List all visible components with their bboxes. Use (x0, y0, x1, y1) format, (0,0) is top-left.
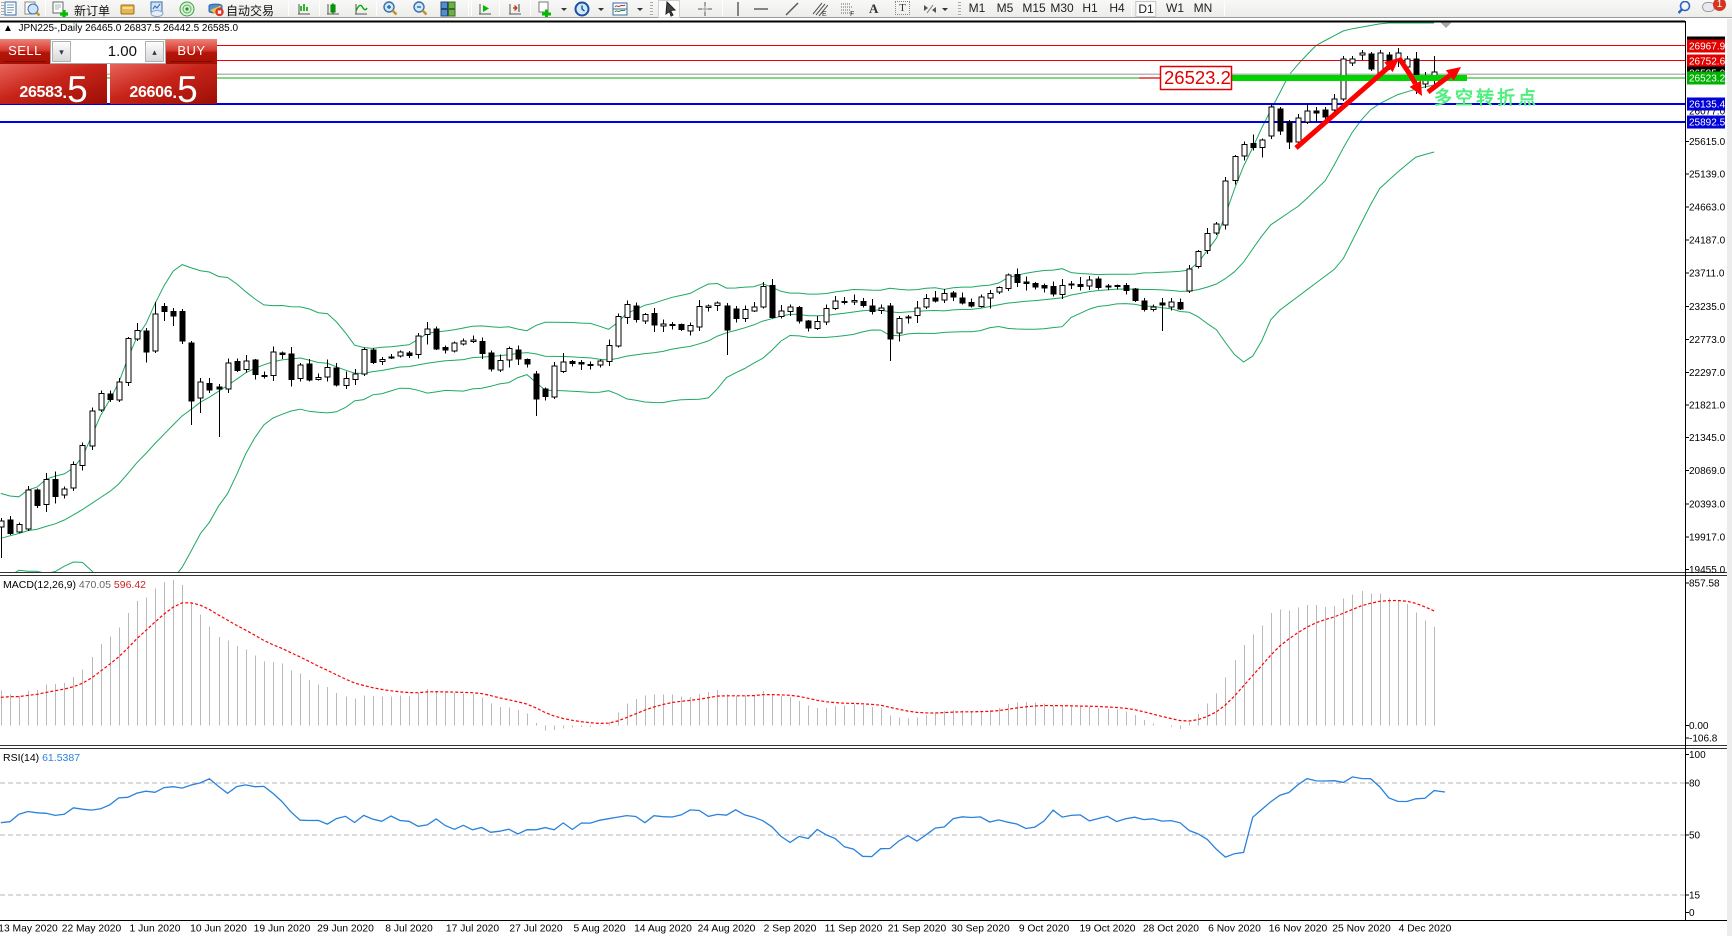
svg-text:23235.0: 23235.0 (1689, 302, 1726, 313)
svg-text:26523.2: 26523.2 (1164, 67, 1231, 88)
svg-text:29 Jun 2020: 29 Jun 2020 (317, 924, 374, 935)
svg-text:多空转折点: 多空转折点 (1434, 87, 1539, 108)
svg-text:24187.0: 24187.0 (1689, 235, 1726, 246)
svg-text:30 Sep 2020: 30 Sep 2020 (951, 924, 1010, 935)
svg-text:80: 80 (1689, 779, 1701, 790)
svg-text:24 Aug 2020: 24 Aug 2020 (698, 924, 756, 935)
svg-text:2 Sep 2020: 2 Sep 2020 (764, 924, 817, 935)
svg-text:26967.9: 26967.9 (1689, 42, 1726, 53)
svg-text:4 Dec 2020: 4 Dec 2020 (1399, 924, 1452, 935)
svg-text:27 Jul 2020: 27 Jul 2020 (509, 924, 563, 935)
svg-text:20869.0: 20869.0 (1689, 466, 1726, 477)
svg-text:9 Oct 2020: 9 Oct 2020 (1019, 924, 1070, 935)
svg-text:-106.8: -106.8 (1689, 734, 1718, 745)
svg-text:100: 100 (1689, 750, 1706, 761)
svg-text:25892.5: 25892.5 (1689, 118, 1726, 129)
svg-text:11 Sep 2020: 11 Sep 2020 (825, 924, 883, 935)
svg-text:50: 50 (1689, 831, 1701, 842)
svg-text:17 Jul 2020: 17 Jul 2020 (446, 924, 500, 935)
svg-text:24663.0: 24663.0 (1689, 203, 1726, 214)
svg-text:0.00: 0.00 (1689, 721, 1709, 732)
svg-text:25 Nov 2020: 25 Nov 2020 (1332, 924, 1391, 935)
svg-text:22 May 2020: 22 May 2020 (62, 924, 122, 935)
svg-text:26752.6: 26752.6 (1689, 57, 1726, 68)
svg-text:F: F (850, 11, 854, 17)
svg-text:22297.0: 22297.0 (1689, 368, 1726, 379)
svg-text:16 Nov 2020: 16 Nov 2020 (1269, 924, 1328, 935)
svg-text:14 Aug 2020: 14 Aug 2020 (634, 924, 692, 935)
svg-text:8 Jul 2020: 8 Jul 2020 (385, 924, 433, 935)
svg-text:20393.0: 20393.0 (1689, 499, 1726, 510)
svg-text:26135.4: 26135.4 (1689, 100, 1726, 111)
svg-text:23711.0: 23711.0 (1689, 268, 1725, 279)
svg-text:15: 15 (1689, 891, 1701, 902)
svg-text:MACD(12,26,9) 470.05 596.42: MACD(12,26,9) 470.05 596.42 (3, 579, 146, 591)
svg-text:0: 0 (1689, 908, 1695, 919)
svg-text:28 Oct 2020: 28 Oct 2020 (1143, 924, 1199, 935)
svg-text:25615.0: 25615.0 (1689, 137, 1726, 148)
svg-text:1 Jun 2020: 1 Jun 2020 (130, 924, 181, 935)
svg-text:▲ JPN225-,Daily 26465.0 2683: ▲ JPN225-,Daily 26465.0 26837.5 26442.5 … (3, 23, 239, 34)
svg-text:10 Jun 2020: 10 Jun 2020 (190, 924, 247, 935)
svg-text:19917.0: 19917.0 (1689, 533, 1726, 544)
svg-text:19455.0: 19455.0 (1689, 565, 1726, 576)
svg-text:26077.0: 26077.0 (1689, 107, 1726, 118)
svg-text:E: E (822, 11, 827, 17)
svg-text:19 Jun 2020: 19 Jun 2020 (254, 924, 311, 935)
svg-text:857.58: 857.58 (1689, 579, 1720, 590)
svg-text:26523.2: 26523.2 (1689, 74, 1726, 85)
svg-text:6 Nov 2020: 6 Nov 2020 (1208, 924, 1261, 935)
svg-text:21 Sep 2020: 21 Sep 2020 (888, 924, 947, 935)
svg-text:21821.0: 21821.0 (1689, 401, 1726, 412)
svg-text:22773.0: 22773.0 (1689, 335, 1726, 346)
svg-text:RSI(14) 61.5387: RSI(14) 61.5387 (3, 752, 80, 764)
svg-text:21345.0: 21345.0 (1689, 433, 1726, 444)
svg-text:19 Oct 2020: 19 Oct 2020 (1079, 924, 1135, 935)
svg-text:5 Aug 2020: 5 Aug 2020 (573, 924, 625, 935)
svg-text:25139.0: 25139.0 (1689, 170, 1726, 181)
svg-text:13 May 2020: 13 May 2020 (0, 924, 58, 935)
